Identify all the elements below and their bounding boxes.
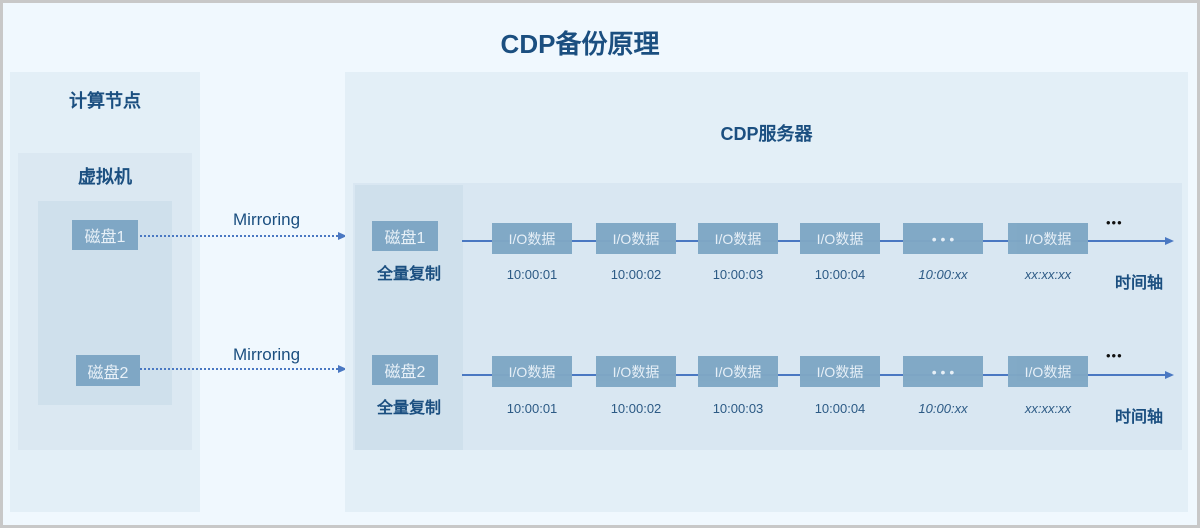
vm-disk-2: 磁盘2 bbox=[76, 355, 140, 386]
io-data-block: I/O数据 bbox=[1008, 356, 1088, 387]
timestamp: 10:00:01 bbox=[506, 267, 558, 282]
arrowhead-icon bbox=[338, 365, 347, 373]
mirroring-arrow-1 bbox=[140, 235, 338, 237]
full-copy-label: 全量复制 bbox=[376, 266, 441, 283]
io-data-block: I/O数据 bbox=[1008, 223, 1088, 254]
io-data-block: I/O数据 bbox=[492, 356, 572, 387]
timestamp: 10:00:04 bbox=[814, 401, 866, 416]
timestamp: 10:00:xx bbox=[918, 401, 968, 416]
ellipsis: ••• bbox=[1106, 215, 1123, 230]
timestamp: 10:00:03 bbox=[712, 401, 764, 416]
ellipsis: ••• bbox=[1106, 348, 1123, 363]
mirroring-arrow-2 bbox=[140, 368, 338, 370]
full-copy-label: 全量复制 bbox=[376, 400, 441, 417]
vm-disk-1: 磁盘1 bbox=[72, 220, 138, 250]
io-data-block: I/O数据 bbox=[596, 356, 676, 387]
arrowhead-icon bbox=[1165, 371, 1174, 379]
timestamp: xx:xx:xx bbox=[1024, 401, 1072, 416]
mirroring-label-1: Mirroring bbox=[233, 210, 301, 229]
timestamp: xx:xx:xx bbox=[1024, 267, 1072, 282]
arrowhead-icon bbox=[1165, 237, 1174, 245]
timestamp: 10:00:xx bbox=[918, 267, 968, 282]
io-data-block: I/O数据 bbox=[698, 356, 778, 387]
compute-node-title: 计算节点 bbox=[69, 91, 141, 111]
server-disk: 磁盘1 bbox=[372, 221, 438, 251]
time-axis-label: 时间轴 bbox=[1115, 409, 1164, 426]
io-data-block: I/O数据 bbox=[800, 356, 880, 387]
timestamp: 10:00:02 bbox=[610, 267, 662, 282]
time-axis-label: 时间轴 bbox=[1115, 275, 1164, 292]
io-data-block: I/O数据 bbox=[800, 223, 880, 254]
timestamp: 10:00:04 bbox=[814, 267, 866, 282]
io-data-block: I/O数据 bbox=[596, 223, 676, 254]
timestamp: 10:00:02 bbox=[610, 401, 662, 416]
io-data-block: I/O数据 bbox=[492, 223, 572, 254]
io-data-block: • • • bbox=[903, 356, 983, 387]
server-disk: 磁盘2 bbox=[372, 355, 438, 385]
diagram-title: CDP备份原理 bbox=[500, 29, 660, 59]
timestamp: 10:00:03 bbox=[712, 267, 764, 282]
mirroring-label-2: Mirroring bbox=[233, 345, 301, 364]
timestamp: 10:00:01 bbox=[506, 401, 558, 416]
io-data-block: I/O数据 bbox=[698, 223, 778, 254]
io-data-block: • • • bbox=[903, 223, 983, 254]
arrowhead-icon bbox=[338, 232, 347, 240]
cdp-server-title: CDP服务器 bbox=[720, 124, 813, 144]
vm-title: 虚拟机 bbox=[78, 167, 132, 187]
